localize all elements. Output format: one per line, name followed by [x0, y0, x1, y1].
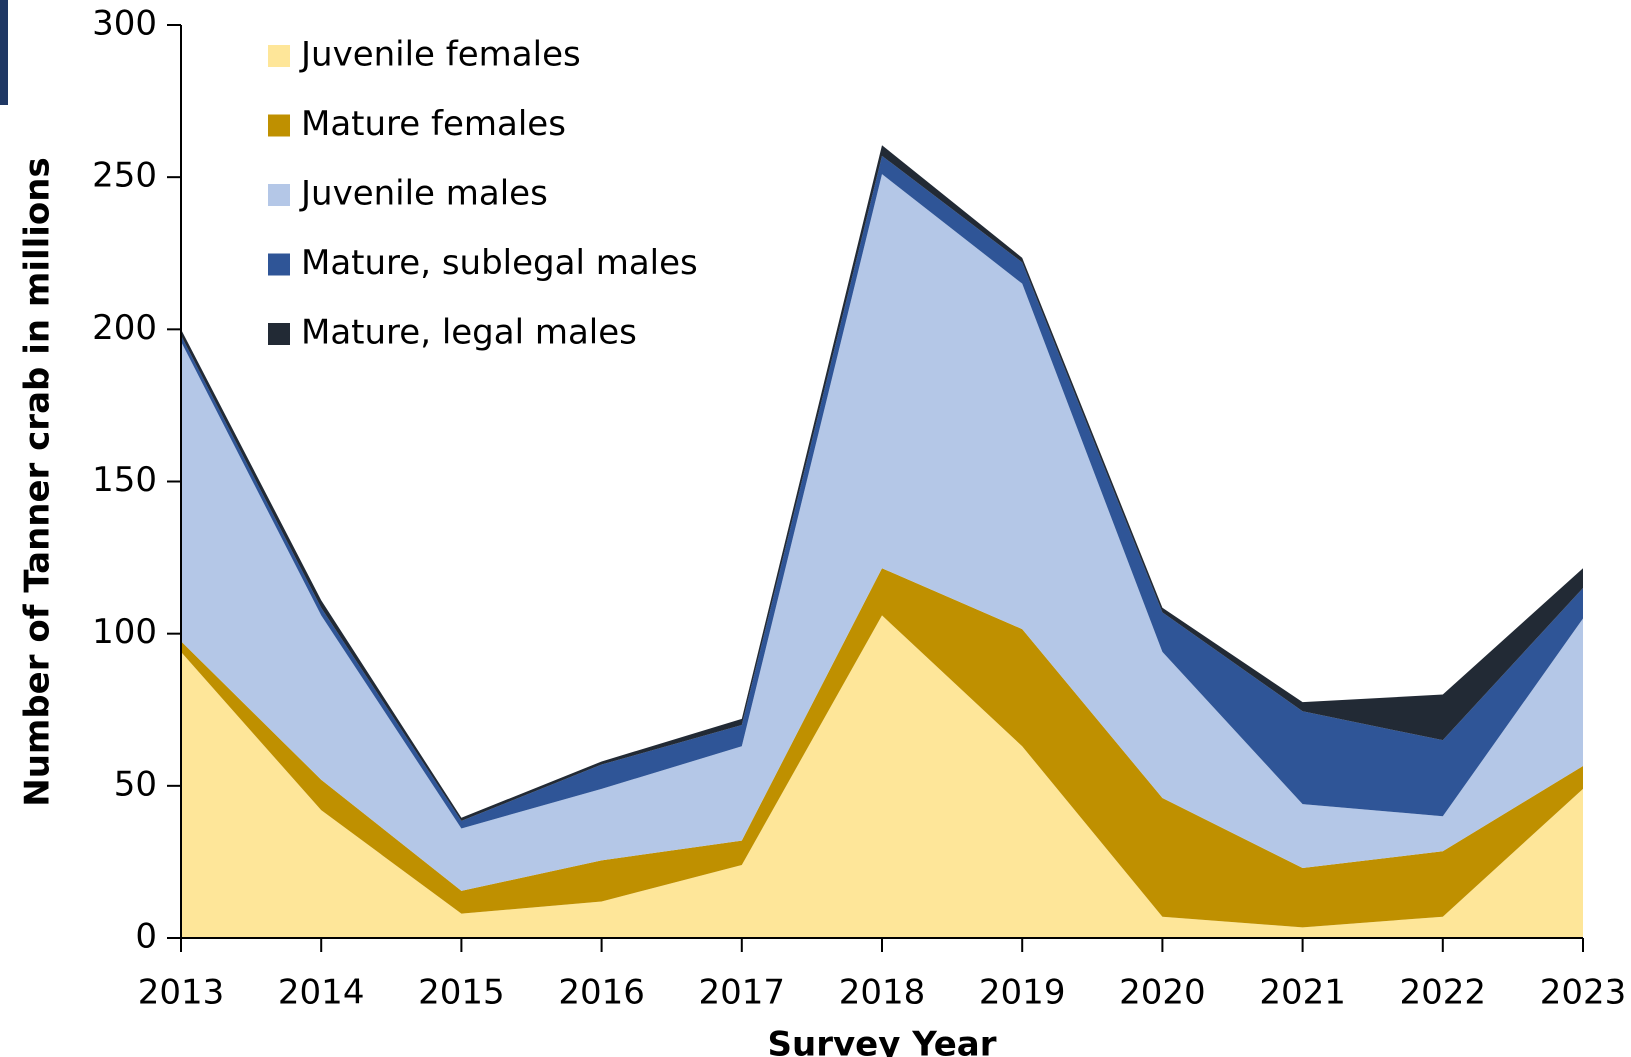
legend-label: Mature females [301, 104, 566, 144]
y-tick-label: 300 [92, 4, 157, 44]
legend-swatch [268, 323, 290, 345]
legend-label: Mature, legal males [301, 313, 637, 353]
x-tick-label: 2020 [1119, 973, 1206, 1013]
x-tick-label: 2021 [1259, 973, 1346, 1013]
x-axis-title: Survey Year [768, 1025, 997, 1057]
y-axis-title: Number of Tanner crab in millions [18, 157, 58, 807]
x-tick-label: 2016 [558, 973, 645, 1013]
legend-swatch [268, 253, 290, 276]
y-tick-label: 0 [135, 917, 157, 957]
y-tick-label: 50 [114, 764, 157, 804]
edge-bar [0, 0, 8, 105]
area [181, 568, 1583, 928]
y-tick-label: 100 [92, 612, 157, 652]
legend-swatch [268, 184, 290, 206]
x-tick-label: 2023 [1540, 973, 1627, 1013]
y-tick-label: 200 [92, 308, 157, 348]
x-tick-label: 2014 [278, 973, 365, 1013]
y-tick-label: 250 [92, 156, 157, 196]
x-tick-label: 2019 [979, 973, 1066, 1013]
area [181, 174, 1583, 891]
legend-swatch [268, 114, 290, 137]
area [181, 615, 1583, 938]
x-tick-label: 2013 [138, 973, 225, 1013]
x-tick-label: 2022 [1400, 973, 1487, 1013]
x-tick-label: 2015 [418, 973, 505, 1013]
legend-label: Juvenile males [299, 174, 548, 214]
x-tick-label: 2018 [839, 973, 926, 1013]
legend-swatch [268, 45, 290, 67]
legend-label: Juvenile females [299, 35, 581, 75]
area [181, 155, 1583, 829]
x-tick-label: 2017 [699, 973, 786, 1013]
y-tick-label: 150 [92, 460, 157, 500]
legend-label: Mature, sublegal males [301, 243, 698, 283]
